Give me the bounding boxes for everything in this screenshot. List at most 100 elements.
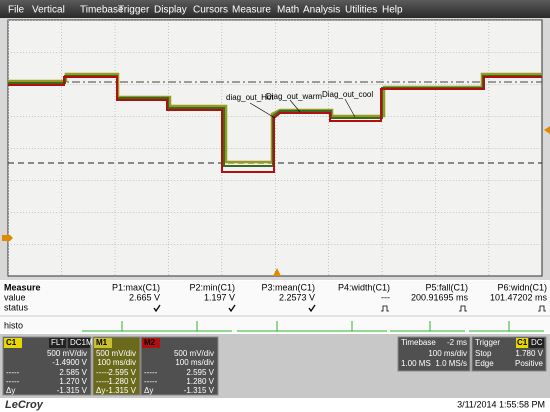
menu-item[interactable]: Timebase — [80, 5, 124, 16]
row-label: histo — [4, 320, 23, 330]
trigger-coupling: DC — [531, 338, 543, 347]
status-check — [308, 304, 316, 313]
row-label: ----- — [96, 377, 110, 386]
row-value: 2.585 V — [59, 368, 87, 377]
menu-item[interactable]: File — [8, 5, 25, 16]
trace-label: Diag_out_warm — [266, 92, 322, 101]
timebase-rate: 1.0 MS/s — [435, 359, 467, 368]
channel-tag-bg — [94, 338, 112, 348]
channel-scale: 500 mV/div — [47, 349, 87, 358]
param-value: 101.47202 ms — [490, 292, 548, 302]
row-value: 2.595 V — [186, 368, 214, 377]
trace-label: diag_out_Hot — [226, 93, 274, 102]
param-name: P3:mean(C1) — [261, 282, 315, 292]
row-label: Δy — [6, 386, 15, 395]
trigger-mode: Stop — [475, 349, 492, 358]
menu-item[interactable]: Utilities — [345, 5, 377, 16]
row-value: 1.280 V — [186, 377, 214, 386]
param-value: 2.665 V — [129, 292, 160, 302]
row-label: value — [4, 292, 26, 302]
histogram — [82, 321, 157, 332]
channel-second: -1.4900 V — [52, 358, 87, 367]
trigger-source: C1 — [517, 338, 528, 347]
menu-item[interactable]: Analysis — [303, 5, 340, 16]
badge-bg — [516, 338, 528, 348]
channel-tag: M2 — [144, 338, 156, 347]
badge: FLT — [51, 338, 65, 347]
row-label: ----- — [6, 368, 20, 377]
channel-marker — [2, 235, 13, 241]
row-value: 1.280 V — [108, 377, 136, 386]
trigger-marker — [273, 268, 281, 276]
histogram — [469, 321, 544, 332]
row-label: ----- — [6, 377, 20, 386]
menu-item[interactable]: Measure — [232, 5, 271, 16]
timebase-box[interactable] — [397, 336, 471, 372]
trigger-slope: Positive — [515, 359, 544, 368]
channel-tag: C1 — [6, 338, 17, 347]
trace-m2 — [8, 76, 542, 173]
measure-title: Measure — [4, 282, 41, 292]
row-value: -1.315 V — [184, 386, 215, 395]
param-name: P5:fall(C1) — [425, 282, 468, 292]
badge-bg — [68, 338, 90, 348]
channel-second: 100 ms/div — [175, 358, 214, 367]
trigger-title: Trigger — [475, 338, 500, 347]
timebase-div: 100 ms/div — [428, 349, 467, 358]
param-value: --- — [381, 292, 390, 302]
row-value: 2.595 V — [108, 368, 136, 377]
param-name: P1:max(C1) — [112, 282, 160, 292]
param-name: P6:widn(C1) — [497, 282, 547, 292]
histogram — [237, 321, 312, 332]
channel-tag-bg — [142, 338, 160, 348]
timebase-title: Timebase — [401, 338, 436, 347]
badge: DC1M — [70, 338, 93, 347]
menu-bar — [0, 0, 550, 18]
label-leader — [344, 98, 356, 118]
histogram — [390, 321, 465, 332]
menu-item[interactable]: Vertical — [32, 5, 65, 16]
status-check — [153, 304, 161, 313]
row-label: status — [4, 302, 29, 312]
row-label: ----- — [96, 368, 110, 377]
label-leader — [249, 102, 276, 119]
trace-label: Diag_out_cool — [322, 90, 373, 99]
timebase-delay: -2 ms — [447, 338, 467, 347]
trigger-level: 1.780 V — [515, 349, 543, 358]
menu-item[interactable]: Help — [382, 5, 403, 16]
menu-item[interactable]: Trigger — [118, 5, 150, 16]
row-label: ----- — [144, 377, 158, 386]
param-name: P4:width(C1) — [338, 282, 390, 292]
row-label: ----- — [144, 368, 158, 377]
histogram — [312, 321, 387, 332]
brand: LeCroy — [5, 399, 44, 411]
param-value: 2.2573 V — [279, 292, 315, 302]
menu-item[interactable]: Display — [154, 5, 187, 16]
histogram — [157, 321, 232, 332]
param-value: 200.91695 ms — [411, 292, 469, 302]
status-pulse — [381, 305, 389, 312]
timebase-samples: 1.00 MS — [401, 359, 431, 368]
histograms — [82, 321, 544, 332]
menu-item[interactable]: Cursors — [193, 5, 228, 16]
badge-bg — [49, 338, 66, 348]
label-leader — [289, 99, 301, 113]
status-pulse — [538, 305, 546, 312]
param-value: 1.197 V — [204, 292, 235, 302]
row-value: 1.270 V — [59, 377, 87, 386]
channel-scale: 500 mV/div — [174, 349, 214, 358]
row-label: Δy — [144, 386, 153, 395]
level-marker — [544, 126, 550, 134]
channel-tag-bg — [4, 338, 22, 348]
row-label: Δy — [96, 386, 105, 395]
status-check — [228, 304, 236, 313]
status-pulse — [459, 305, 467, 312]
timestamp: 3/11/2014 1:55:58 PM — [457, 399, 545, 409]
trigger-type: Edge — [475, 359, 494, 368]
channel-second: 100 ms/div — [97, 358, 136, 367]
channel-tag: M1 — [96, 338, 108, 347]
param-name: P2:min(C1) — [189, 282, 235, 292]
menu-item[interactable]: Math — [277, 5, 299, 16]
channel-scale: 500 mV/div — [96, 349, 136, 358]
